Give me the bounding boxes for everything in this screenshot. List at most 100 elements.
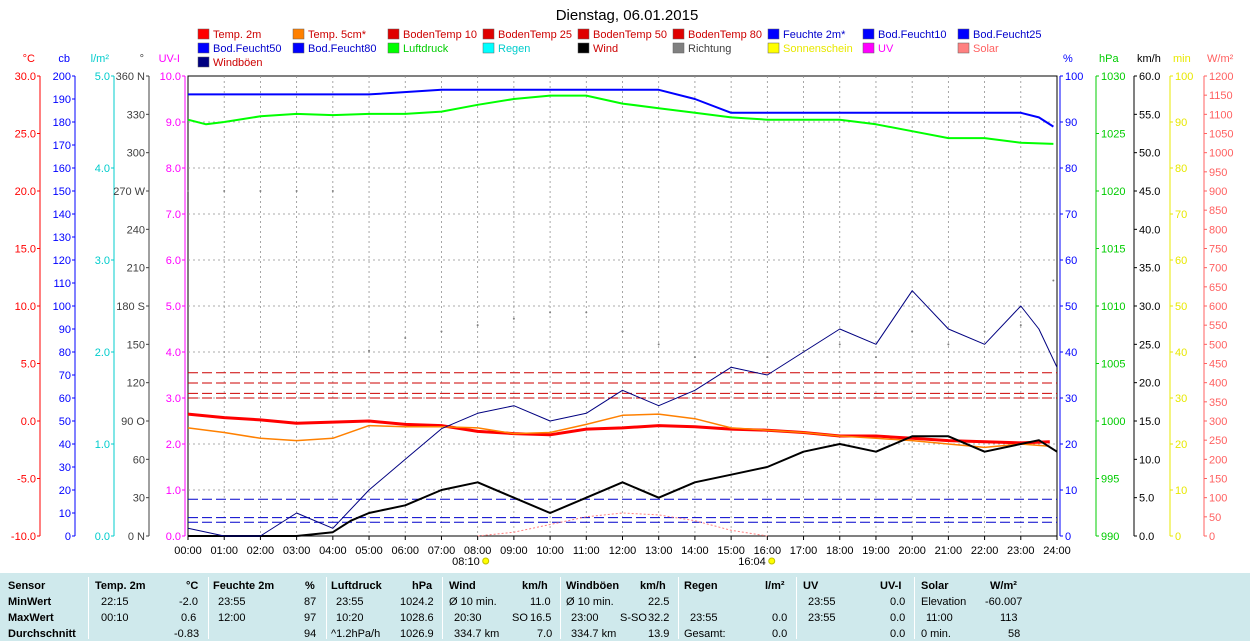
tick-label: 100 bbox=[1065, 71, 1083, 83]
legend-label: Bod.Feucht25 bbox=[973, 29, 1042, 41]
series-line bbox=[187, 94, 1054, 145]
tick-label: 3.0 bbox=[166, 393, 181, 405]
wind-max-dir: SO bbox=[512, 612, 528, 624]
tick-label: 1015 bbox=[1101, 244, 1125, 256]
rain-max-time: 23:55 bbox=[690, 612, 718, 624]
tick-label: 3.0 bbox=[95, 255, 110, 267]
tick-label: 0.0 bbox=[21, 416, 36, 428]
legend-swatch bbox=[197, 42, 210, 54]
gust-min-note: Ø 10 min. bbox=[566, 596, 614, 608]
tick-label: 110 bbox=[53, 278, 71, 290]
legend-label: Wind bbox=[593, 43, 618, 55]
left-axis-unit: UV-I bbox=[159, 53, 180, 65]
solar-header: Solar bbox=[921, 580, 949, 592]
tick-label: 150 bbox=[127, 339, 145, 351]
series-line bbox=[187, 412, 1050, 445]
tick-label: 210 bbox=[127, 263, 145, 275]
tick-label: 20 bbox=[1065, 439, 1077, 451]
legend-label: Bod.Feucht10 bbox=[878, 29, 947, 41]
uv-header: UV bbox=[803, 580, 819, 592]
wind-max-time: 20:30 bbox=[454, 612, 482, 624]
x-tick-label: 03:00 bbox=[283, 545, 311, 557]
minwert-label: MinWert bbox=[8, 596, 52, 608]
tick-label: 50 bbox=[1209, 512, 1221, 524]
direction-point bbox=[1052, 279, 1055, 282]
hum-unit: % bbox=[305, 580, 315, 592]
tick-label: 200 bbox=[53, 71, 71, 83]
press-min-time: 23:55 bbox=[336, 596, 364, 608]
tick-label: 30.0 bbox=[15, 71, 36, 83]
legend-swatch bbox=[862, 28, 875, 40]
statistics-table: Sensor MinWert MaxWert Durchschnitt Temp… bbox=[0, 573, 1250, 641]
weather-chart: Dienstag, 06.01.2015 Temp. 2m Temp. 5cm* B… bbox=[11, 7, 1234, 568]
rain-header: Regen bbox=[684, 580, 718, 592]
right-axis-unit: min bbox=[1173, 53, 1191, 65]
tick-label: 70 bbox=[1175, 209, 1187, 221]
x-tick-label: 08:00 bbox=[464, 545, 492, 557]
tick-label: 5.0 bbox=[21, 359, 36, 371]
legend-swatch bbox=[767, 42, 780, 54]
tick-label: 20 bbox=[59, 485, 71, 497]
left-axis-unit: l/m² bbox=[91, 53, 110, 65]
legend-label: Richtung bbox=[688, 43, 731, 55]
tick-label: 1.0 bbox=[166, 485, 181, 497]
tick-label: 550 bbox=[1209, 320, 1227, 332]
sunrise-label: 08:10 bbox=[452, 556, 480, 568]
tick-label: 20 bbox=[1175, 439, 1187, 451]
tick-label: 30 bbox=[1065, 393, 1077, 405]
tick-label: 10.0 bbox=[15, 301, 36, 313]
right-axis-unit: km/h bbox=[1137, 53, 1161, 65]
direction-point bbox=[838, 343, 841, 346]
hum-max-value: 97 bbox=[304, 612, 317, 624]
tick-label: 60 bbox=[1065, 255, 1077, 267]
direction-point bbox=[295, 190, 298, 192]
legend-label: BodenTemp 50 bbox=[593, 29, 667, 41]
uv-min-time: 23:55 bbox=[808, 596, 836, 608]
tick-label: 90 O bbox=[121, 416, 145, 428]
direction-point bbox=[368, 349, 371, 352]
legend: Temp. 2m Temp. 5cm* BodenTemp 10 BodenTemp … bbox=[197, 28, 1042, 69]
tick-label: 70 bbox=[59, 370, 71, 382]
rain-total-label: Gesamt: bbox=[684, 628, 726, 640]
x-tick-label: 12:00 bbox=[609, 545, 637, 557]
tick-label: 90 bbox=[1175, 117, 1187, 129]
direction-point bbox=[549, 311, 552, 314]
direction-point bbox=[730, 368, 733, 371]
legend-swatch bbox=[862, 42, 875, 54]
solar-max-value: 113 bbox=[1000, 612, 1018, 624]
direction-point bbox=[947, 343, 950, 346]
x-tick-label: 02:00 bbox=[247, 545, 275, 557]
tick-label: 40 bbox=[1175, 347, 1187, 359]
sunset-label: 16:04 bbox=[738, 556, 766, 568]
x-tick-label: 18:00 bbox=[826, 545, 854, 557]
tick-label: 600 bbox=[1209, 301, 1227, 313]
x-axis: 00:00 01:00 02:00 03:00 04:00 05:00 06:00 07:00… bbox=[174, 536, 1071, 568]
gust-max-time: 23:00 bbox=[571, 612, 599, 624]
direction-point bbox=[512, 317, 515, 320]
tick-label: 0 bbox=[1209, 531, 1215, 543]
tick-label: 500 bbox=[1209, 339, 1227, 351]
legend-label: Regen bbox=[498, 43, 530, 55]
tick-label: 10 bbox=[59, 508, 71, 520]
legend-swatch bbox=[387, 28, 400, 40]
temp-header: Temp. 2m bbox=[95, 580, 146, 592]
tick-label: 450 bbox=[1209, 359, 1227, 371]
tick-label: 90 bbox=[59, 324, 71, 336]
uv-min-value: 0.0 bbox=[890, 596, 906, 608]
legend-label: Sonnenschein bbox=[783, 43, 853, 55]
tick-label: 150 bbox=[1209, 474, 1227, 486]
legend-swatch bbox=[957, 28, 970, 40]
tick-label: 1010 bbox=[1101, 301, 1125, 313]
solar-avg-value: 58 bbox=[1008, 628, 1021, 640]
gust-max-value: 32.2 bbox=[648, 612, 670, 624]
tick-label: 90 bbox=[1065, 117, 1077, 129]
right-axis-unit: hPa bbox=[1099, 53, 1119, 65]
legend-swatch bbox=[672, 42, 685, 54]
x-tick-label: 17:00 bbox=[790, 545, 818, 557]
tick-label: -5.0 bbox=[17, 474, 36, 486]
legend-label: BodenTemp 10 bbox=[403, 29, 477, 41]
tick-label: 150 bbox=[53, 186, 71, 198]
hum-header: Feuchte 2m bbox=[213, 580, 275, 592]
legend-label: Feuchte 2m* bbox=[783, 29, 846, 41]
tick-label: 750 bbox=[1209, 244, 1227, 256]
